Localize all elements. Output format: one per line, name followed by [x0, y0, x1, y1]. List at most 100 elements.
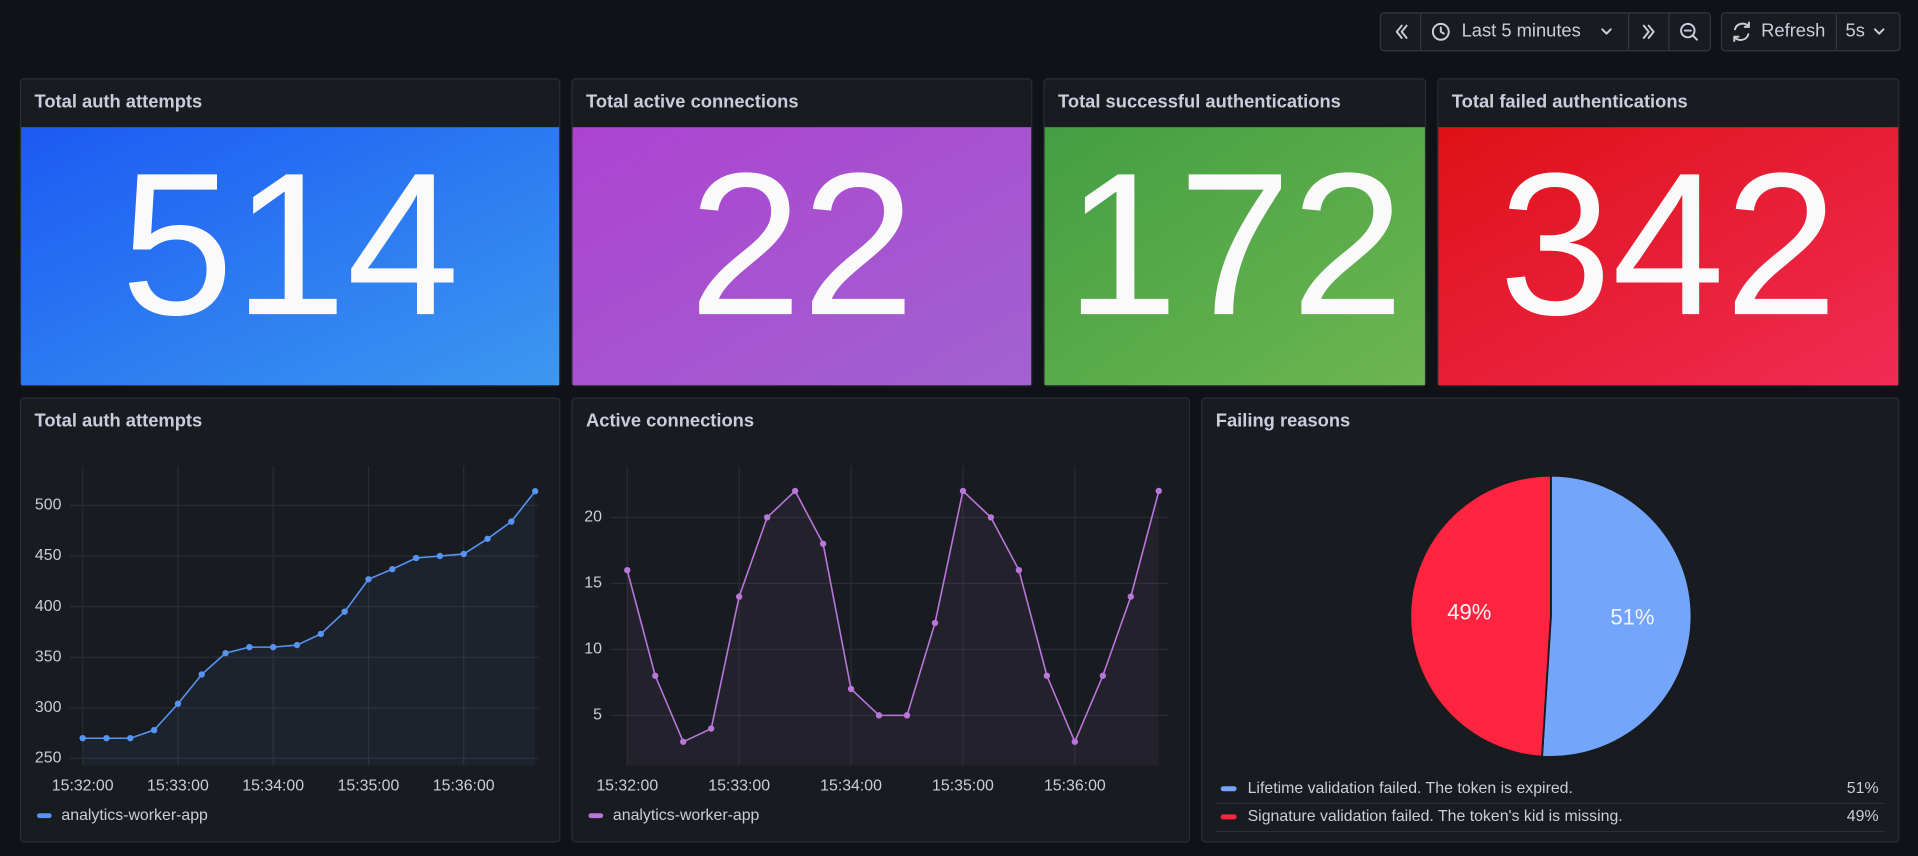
x-tick-label: 15:32:00: [52, 778, 114, 795]
clock-hands: [1439, 26, 1445, 35]
series-area: [82, 491, 536, 766]
stat-value: 514: [121, 131, 460, 358]
refresh-group: [1720, 12, 1901, 52]
data-point: [508, 518, 515, 525]
y-tick-label: 400: [35, 598, 62, 615]
data-point: [959, 487, 967, 495]
legend-swatch: [36, 813, 52, 819]
x-tick-label: 15:36:00: [433, 778, 495, 795]
stat-background: [21, 127, 560, 386]
data-point: [79, 735, 86, 742]
data-point: [412, 554, 420, 562]
stat-value: 342: [1499, 131, 1838, 358]
panel-title: Total auth attempts: [35, 91, 203, 112]
y-tick-label: 10: [584, 641, 602, 658]
refresh-interval[interactable]: 5s: [1846, 20, 1865, 41]
panel-title: Total successful authentications: [1058, 91, 1341, 112]
stat-background: [1044, 127, 1425, 386]
data-point: [341, 608, 348, 615]
panel-title: Failing reasons: [1216, 410, 1350, 431]
stat-background: [1438, 127, 1899, 386]
data-point: [436, 552, 444, 560]
data-point: [198, 671, 205, 678]
data-point: [1015, 566, 1023, 574]
slice-label: 49%: [1447, 600, 1491, 625]
zoom-out-icon: [1683, 29, 1698, 41]
panel-title: Total failed authentications: [1452, 91, 1688, 112]
data-point: [847, 685, 855, 693]
data-point: [317, 630, 325, 638]
data-point: [680, 738, 687, 745]
data-point: [150, 726, 158, 734]
data-point: [819, 540, 827, 547]
data-point: [708, 725, 715, 732]
data-point: [484, 535, 491, 542]
data-point: [365, 576, 372, 583]
data-point: [1043, 672, 1051, 679]
panel-title: Total active connections: [586, 91, 799, 112]
y-tick-label: 450: [35, 547, 62, 564]
data-point: [931, 619, 939, 627]
data-point: [987, 514, 995, 521]
data-point: [174, 700, 182, 707]
legend-swatch: [1220, 814, 1237, 820]
time-range-chevron[interactable]: [1601, 28, 1612, 35]
data-point: [763, 514, 771, 521]
x-tick-label: 15:32:00: [596, 778, 658, 795]
data-point: [127, 735, 134, 742]
panel-title: Active connections: [586, 410, 754, 431]
x-tick-label: 15:36:00: [1044, 778, 1106, 795]
data-point: [1127, 593, 1134, 600]
y-tick-label: 300: [35, 699, 62, 716]
data-point: [735, 593, 743, 600]
data-point: [1099, 672, 1107, 679]
x-tick-label: 15:34:00: [820, 778, 882, 795]
stat-value: 172: [1065, 131, 1404, 358]
legend-swatch: [588, 813, 604, 819]
panel: [571, 397, 1191, 843]
zoom-out-button[interactable]: [1680, 22, 1696, 39]
data-point: [531, 488, 539, 495]
data-point: [652, 672, 659, 679]
stat-background: [572, 127, 1032, 386]
interval-chevron[interactable]: [1873, 28, 1885, 35]
legend-label: analytics-worker-app: [613, 807, 760, 824]
clock-icon: [1431, 22, 1450, 41]
data-point: [1155, 487, 1162, 495]
panel-title: Total auth attempts: [35, 410, 203, 431]
data-point: [460, 550, 467, 558]
series-line: [82, 490, 536, 740]
pie-slice: [1409, 474, 1552, 758]
y-tick-label: 20: [584, 509, 602, 526]
stat-value: 22: [689, 131, 915, 358]
series-area: [627, 490, 1159, 766]
y-tick-label: 500: [35, 497, 62, 514]
data-point: [246, 643, 253, 651]
x-tick-label: 15:35:00: [932, 778, 994, 795]
legend-label: Signature validation failed. The token's…: [1248, 808, 1623, 825]
data-point: [270, 643, 277, 651]
data-point: [103, 735, 110, 742]
slice-label: 51%: [1610, 605, 1654, 630]
y-tick-label: 15: [584, 575, 602, 592]
data-point: [624, 566, 631, 574]
shift-back-button[interactable]: [1395, 24, 1408, 39]
refresh-button[interactable]: Refresh: [1761, 20, 1825, 41]
data-point: [875, 712, 883, 719]
legend-label: Lifetime validation failed. The token is…: [1248, 780, 1573, 797]
data-point: [903, 712, 911, 719]
x-tick-label: 15:33:00: [147, 778, 209, 795]
x-tick-label: 15:34:00: [242, 778, 304, 795]
data-point: [791, 487, 799, 495]
series-line: [626, 489, 1160, 744]
x-tick-label: 15:33:00: [708, 778, 770, 795]
time-range[interactable]: Last 5 minutes: [1462, 20, 1581, 41]
legend-label: analytics-worker-app: [61, 807, 208, 824]
data-point: [1071, 738, 1079, 745]
refresh-icon: [1733, 21, 1750, 42]
shift-forward-button[interactable]: [1642, 24, 1655, 39]
toolbar: Last 5 minutes Refresh 5s: [1379, 12, 1901, 52]
x-tick-label: 15:35:00: [338, 778, 400, 795]
